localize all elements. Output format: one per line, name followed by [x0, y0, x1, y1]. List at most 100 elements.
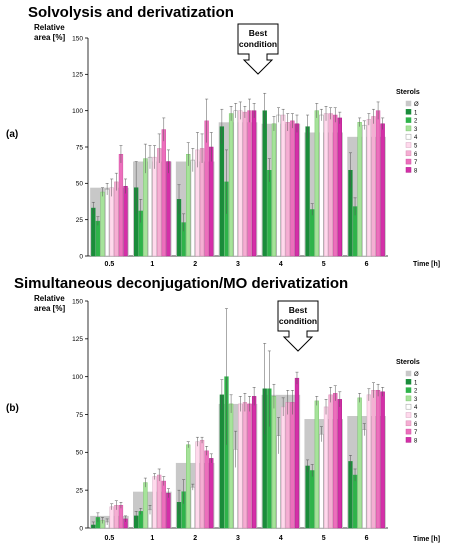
- legend-label-2: 2: [414, 389, 418, 395]
- panel-b-title: Simultaneous deconjugation/MO derivatiza…: [14, 275, 348, 292]
- legend-swatch-2: [405, 387, 412, 393]
- x-tick-label: 5: [322, 535, 326, 542]
- x-tick-label: 3: [236, 535, 240, 542]
- y-tick-label: 0: [79, 253, 83, 260]
- x-tick-label: 1: [150, 535, 154, 542]
- legend-label-4: 4: [414, 135, 418, 141]
- bar-sterol-5-a-5: [323, 113, 329, 257]
- bar-sterol-8-b-4: [294, 377, 300, 529]
- legend-label-6: 6: [414, 422, 418, 428]
- bar-sterol-4-a-3: [233, 110, 238, 257]
- bar-sterol-6-a-1: [157, 148, 162, 257]
- legend-swatch-3: [405, 395, 412, 402]
- bar-sterol-3-b-4: [271, 396, 277, 529]
- bar-sterol-5-b-6: [366, 394, 372, 529]
- y-tick-label: 125: [72, 72, 83, 79]
- bar-sterol-2-a-4: [267, 170, 272, 257]
- legend-swatch-5: [405, 142, 412, 148]
- y-tick-label: 100: [72, 374, 83, 381]
- panel-a-legend-title: Sterols: [396, 89, 420, 96]
- y-tick-label: 75: [76, 144, 84, 151]
- bar-sterol-5-a-6: [366, 119, 372, 257]
- x-tick-label: 0.5: [105, 261, 115, 268]
- bar-sterol-2-b-6: [352, 474, 358, 529]
- bar-sterol-8-a-3: [251, 110, 257, 257]
- y-tick-label: 75: [76, 412, 84, 419]
- bar-sterol-5-b-0: [109, 506, 114, 529]
- legend-label-4: 4: [414, 405, 418, 411]
- legend-label-2: 2: [414, 119, 418, 125]
- panel-b-label: (b): [6, 403, 19, 414]
- legend-label-5: 5: [414, 414, 418, 420]
- bar-sterol-3-a-4: [271, 123, 277, 257]
- bar-sterol-3-a-1: [143, 158, 148, 257]
- bar-sterol-8-b-3: [251, 396, 257, 529]
- bar-sterol-8-b-1: [166, 492, 171, 529]
- bar-sterol-3-b-2: [186, 444, 191, 529]
- bar-sterol-5-b-2: [195, 441, 200, 529]
- bar-sterol-2-a-0: [95, 220, 101, 257]
- bar-sterol-5-b-4: [281, 406, 286, 529]
- panel-a-ylabel-line2: area [%]: [34, 33, 65, 42]
- bar-sterol-8-a-6: [380, 123, 385, 257]
- bar-sterol-7-a-6: [375, 110, 381, 257]
- y-tick-label: 50: [76, 181, 84, 188]
- legend-swatch-8: [405, 167, 412, 173]
- bar-sterol-4-a-0: [104, 188, 110, 257]
- bar-sterol-5-a-3: [238, 110, 243, 257]
- bar-sterol-5-b-5: [323, 406, 329, 529]
- bar-sterol-1-b-6: [348, 461, 353, 529]
- bar-sterol-4-a-1: [147, 156, 153, 257]
- panel-a-xlabel: Time [h]: [413, 261, 440, 268]
- x-tick-label: 1: [150, 261, 154, 268]
- bar-sterol-6-a-3: [242, 111, 248, 257]
- panel-b-ylabel-line2: area [%]: [34, 304, 65, 313]
- x-tick-label: 3: [236, 261, 240, 268]
- legend-swatch-0: [405, 370, 412, 377]
- bar-sterol-1-a-3: [219, 126, 225, 257]
- bar-sterol-6-a-2: [199, 148, 205, 257]
- annotation-line-1: Best: [249, 28, 268, 38]
- legend-swatch-0: [405, 100, 412, 107]
- bar-sterol-3-b-1: [143, 482, 148, 529]
- bar-sterol-8-a-5: [337, 117, 342, 257]
- legend-swatch-6: [405, 420, 412, 427]
- legend-label-3: 3: [414, 397, 418, 403]
- legend-swatch-7: [405, 428, 412, 435]
- bar-sterol-8-a-1: [166, 161, 171, 257]
- bar-sterol-8-b-6: [380, 391, 385, 529]
- bar-sterol-3-a-2: [186, 154, 191, 257]
- bar-sterol-4-a-2: [190, 159, 195, 257]
- bar-sterol-3-b-5: [314, 400, 319, 529]
- y-tick-label: 125: [72, 336, 83, 343]
- bar-sterol-3-b-6: [357, 397, 362, 529]
- legend-label-5: 5: [414, 144, 418, 150]
- x-tick-label: 0.5: [105, 535, 115, 542]
- legend-swatch-3: [405, 125, 412, 132]
- bar-sterol-3-a-0: [100, 191, 105, 257]
- bar-sterol-1-a-4: [262, 110, 267, 257]
- annotation-line-2: condition: [239, 39, 277, 49]
- y-tick-label: 50: [76, 450, 84, 457]
- bar-sterol-5-b-1: [152, 476, 157, 529]
- bar-sterol-5-b-3: [238, 403, 243, 529]
- bar-sterol-8-b-5: [337, 399, 342, 529]
- bar-sterol-1-a-5: [305, 126, 310, 257]
- x-tick-label: 5: [322, 261, 326, 268]
- legend-swatch-8: [405, 437, 412, 443]
- bar-sterol-7-a-4: [290, 120, 295, 257]
- bar-sterol-8-a-2: [209, 146, 214, 257]
- bar-sterol-1-b-5: [305, 465, 310, 529]
- legend-label-7: 7: [414, 430, 418, 436]
- bar-sterol-6-a-5: [328, 113, 333, 257]
- bar-sterol-3-a-5: [314, 110, 319, 257]
- legend-label-3: 3: [414, 127, 418, 133]
- bar-sterol-4-b-5: [319, 433, 324, 529]
- x-tick-label: 2: [193, 535, 197, 542]
- legend-swatch-5: [405, 412, 412, 418]
- bar-sterol-7-a-3: [247, 110, 252, 257]
- bar-sterol-3-b-3: [228, 403, 234, 529]
- panel-b-legend-title: Sterols: [396, 359, 420, 366]
